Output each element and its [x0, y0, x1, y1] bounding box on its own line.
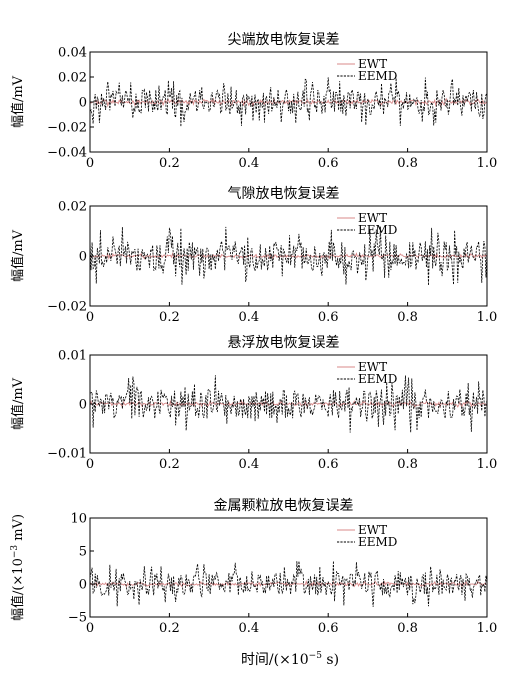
y-tick-label: 0 — [79, 578, 87, 593]
plot-frame — [89, 517, 488, 618]
x-tick-label: 0.4 — [238, 310, 259, 325]
chart-title: 气隙放电恢复误差 — [228, 185, 340, 202]
y-tick-label: 0.01 — [58, 349, 87, 364]
x-tick-label: 0.6 — [318, 156, 339, 171]
y-tick-label: −0.04 — [47, 146, 87, 161]
x-tick-label: 1.0 — [477, 621, 498, 636]
plot-area — [90, 226, 487, 286]
legend-label-eemd: EEMD — [358, 223, 397, 237]
x-tick-label: 0 — [86, 457, 94, 472]
x-tick-label: 0 — [86, 156, 94, 171]
y-tick-label: −0.01 — [47, 447, 87, 462]
y-axis-label: 幅值/mV — [10, 75, 26, 128]
x-tick-label: 0.6 — [318, 310, 339, 325]
legend-label-eemd: EEMD — [358, 372, 397, 386]
legend-label-eemd: EEMD — [358, 69, 397, 83]
chart-title: 金属颗粒放电恢复误差 — [214, 497, 354, 514]
series-eemd — [90, 375, 487, 433]
chart-title: 尖端放电恢复误差 — [228, 31, 340, 48]
series-ewt — [90, 399, 487, 409]
y-tick-label: −0.02 — [47, 121, 87, 136]
y-tick-label: −5 — [68, 611, 87, 626]
y-tick-label: 10 — [70, 512, 87, 527]
y-tick-label: 0.04 — [58, 46, 87, 61]
y-tick-label: 0.02 — [58, 200, 87, 215]
x-tick-label: 1.0 — [477, 156, 498, 171]
series-ewt — [90, 97, 487, 108]
y-tick-label: 5 — [79, 545, 87, 560]
x-axis-label: 时间/(×10−5 s) — [241, 651, 339, 668]
series-eemd — [90, 77, 487, 127]
x-tick-label: 0.8 — [397, 310, 418, 325]
y-tick-label: 0 — [79, 398, 87, 413]
x-tick-label: 0.2 — [159, 621, 180, 636]
x-tick-label: 0.8 — [397, 156, 418, 171]
x-tick-label: 0.4 — [238, 457, 259, 472]
x-tick-label: 0.4 — [238, 621, 259, 636]
chart-title: 悬浮放电恢复误差 — [228, 334, 340, 351]
legend-label-ewt: EWT — [358, 57, 387, 71]
legend-label-ewt: EWT — [358, 360, 387, 374]
plot-area — [90, 375, 487, 433]
series-eemd — [90, 226, 487, 286]
x-tick-label: 0.8 — [397, 457, 418, 472]
plot-area — [90, 77, 487, 127]
x-tick-label: 0.4 — [238, 156, 259, 171]
x-tick-label: 0.2 — [159, 457, 180, 472]
legend-label-ewt: EWT — [358, 211, 387, 225]
legend-label-eemd: EEMD — [358, 535, 397, 549]
series-eemd — [90, 560, 487, 607]
y-tick-label: −0.02 — [47, 300, 87, 315]
plot-area — [90, 560, 487, 607]
x-tick-label: 0.2 — [159, 310, 180, 325]
legend-label-ewt: EWT — [358, 523, 387, 537]
x-tick-label: 0 — [86, 310, 94, 325]
x-tick-label: 0.6 — [318, 621, 339, 636]
x-tick-label: 1.0 — [477, 310, 498, 325]
x-tick-label: 0.8 — [397, 621, 418, 636]
y-tick-label: 0 — [79, 96, 87, 111]
y-tick-label: 0 — [79, 250, 87, 265]
y-tick-label: 0.02 — [58, 71, 87, 86]
y-axis-label: 幅值/mV — [10, 229, 26, 282]
x-tick-label: 0.2 — [159, 156, 180, 171]
x-tick-label: 0 — [86, 621, 94, 636]
x-tick-label: 0.6 — [318, 457, 339, 472]
y-axis-label: 幅值/mV — [10, 377, 26, 430]
y-axis-label: 幅值/(×10−3 mV) — [10, 514, 26, 621]
x-tick-label: 1.0 — [477, 457, 498, 472]
